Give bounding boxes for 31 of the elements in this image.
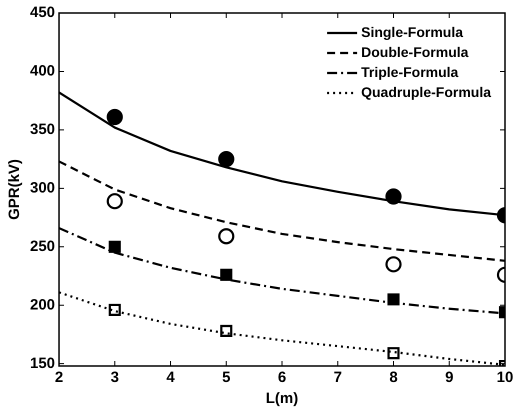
x-tick-label: 7 — [334, 369, 342, 386]
x-axis-title: L(m) — [266, 390, 298, 408]
x-tick-label: 10 — [496, 369, 514, 386]
point — [108, 240, 121, 253]
point — [106, 193, 123, 210]
y-tick-label: 400 — [30, 62, 56, 80]
point — [218, 228, 234, 244]
y-tick-label: 450 — [30, 4, 56, 22]
legend-label: Triple-Formula — [361, 64, 459, 80]
y-tick-label: 200 — [30, 296, 56, 314]
point — [385, 256, 402, 272]
y-tick-label: 300 — [30, 179, 56, 196]
legend-label: Quadruple-Formula — [361, 84, 492, 100]
y-tick-label: 250 — [30, 238, 56, 255]
point — [387, 347, 400, 360]
legend-label: Single-Formula — [361, 24, 464, 40]
y-tick-label: 350 — [30, 121, 56, 138]
x-tick-label: 6 — [278, 369, 286, 386]
y-tick-label: 150 — [30, 354, 56, 372]
point — [220, 324, 232, 337]
x-tick-label: 2 — [54, 369, 64, 386]
legend-label: Double-Formula — [361, 44, 469, 60]
x-tick-label: 4 — [166, 369, 176, 386]
point — [220, 268, 232, 281]
x-tick-label: 8 — [389, 369, 398, 386]
y-axis-title: GPR(kV) — [6, 159, 24, 220]
point — [106, 108, 123, 126]
x-tick-label: 9 — [445, 369, 454, 386]
x-tick-label: 3 — [110, 369, 119, 386]
x-tick-label: 5 — [222, 369, 230, 386]
point — [218, 151, 234, 168]
